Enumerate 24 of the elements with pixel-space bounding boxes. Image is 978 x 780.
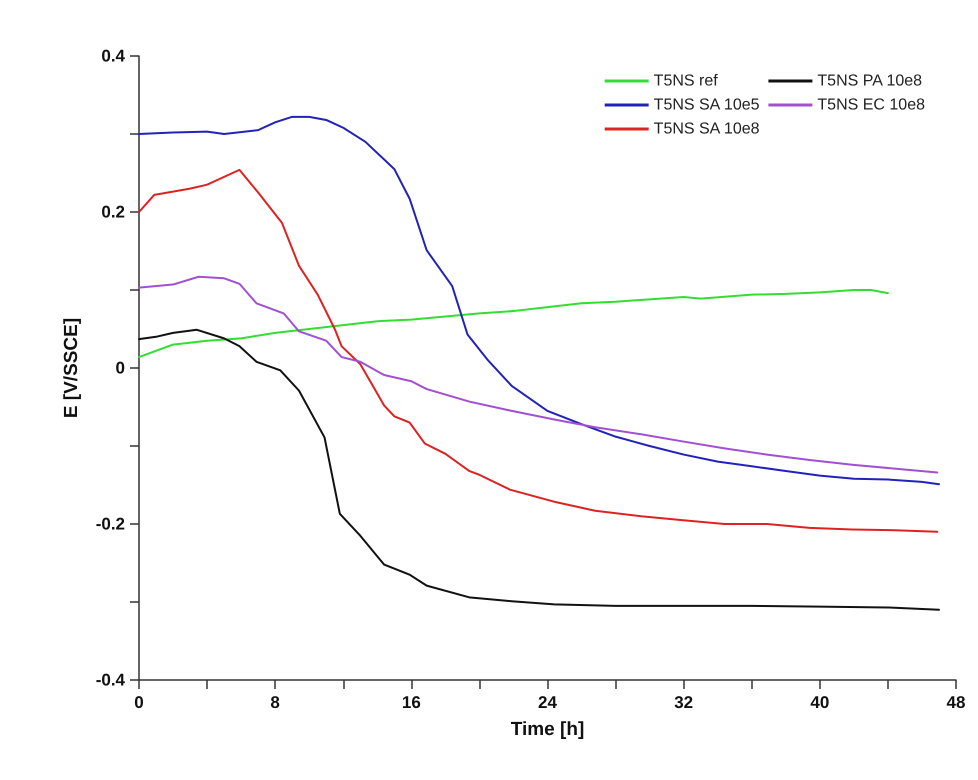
line-series [138, 328, 940, 611]
y-tick-label: -0.2 [96, 514, 125, 534]
line-series [138, 289, 889, 358]
line-series [138, 168, 938, 533]
legend-label: T5NS PA 10e8 [817, 72, 922, 90]
x-axis-title: Time [h] [510, 719, 584, 740]
y-tick-label: 0.2 [101, 202, 125, 222]
line-series [138, 276, 938, 474]
legend-label: T5NS SA 10e5 [654, 96, 760, 114]
y-axis-title: E [V/SSCE] [61, 318, 82, 418]
x-tick-label: 0 [134, 693, 144, 712]
x-tick-label: 24 [538, 693, 558, 712]
x-tick-label: 8 [270, 693, 280, 712]
legend-label: T5NS ref [654, 72, 718, 90]
x-tick-label: 40 [810, 693, 830, 712]
y-tick-label: -0.4 [96, 670, 126, 690]
y-tick-label: 0 [116, 358, 125, 378]
legend-label: T5NS EC 10e8 [817, 96, 926, 114]
x-tick-label: 32 [674, 693, 694, 712]
legend-label: T5NS SA 10e8 [654, 120, 760, 138]
x-tick-label: 48 [946, 693, 966, 712]
y-tick-label: 0.4 [101, 46, 126, 66]
x-tick-label: 16 [402, 693, 421, 712]
line-series [138, 116, 940, 486]
